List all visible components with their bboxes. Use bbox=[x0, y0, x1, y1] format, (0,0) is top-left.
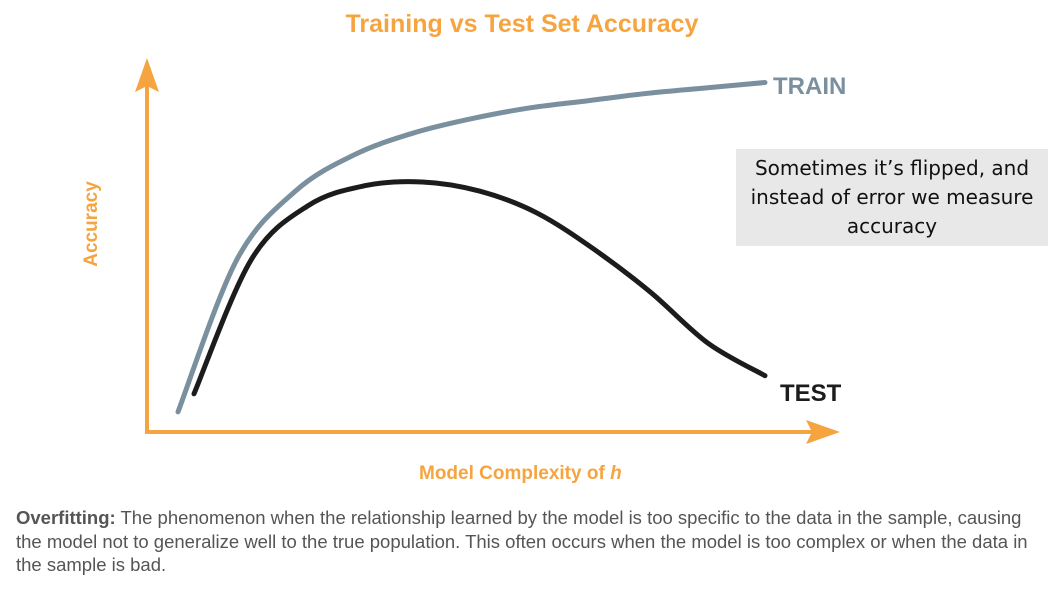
chart-title: Training vs Test Set Accuracy bbox=[345, 10, 699, 38]
x-axis-label: Model Complexity of h bbox=[419, 463, 622, 485]
definition-paragraph: Overfitting: The phenomenon when the rel… bbox=[16, 506, 1036, 577]
x-axis-label-text: Model Complexity of bbox=[419, 463, 605, 484]
series-layer bbox=[175, 80, 768, 415]
axes bbox=[135, 58, 840, 444]
series-line-test bbox=[191, 179, 768, 397]
series-label-train: TRAIN bbox=[773, 73, 847, 100]
series-label-test: TEST bbox=[780, 380, 842, 407]
annotation-box: Sometimes it’s flipped, and instead of e… bbox=[736, 149, 1048, 246]
y-axis-arrow bbox=[135, 58, 159, 92]
y-axis-label: Accuracy bbox=[81, 181, 102, 267]
chart-plot bbox=[135, 58, 840, 444]
annotation-text: Sometimes it’s flipped, and instead of e… bbox=[750, 156, 1034, 238]
x-axis-label-variable: h bbox=[610, 463, 622, 484]
definition-text: The phenomenon when the relationship lea… bbox=[16, 507, 1028, 575]
x-axis-arrow bbox=[806, 420, 840, 444]
definition-term: Overfitting: bbox=[16, 507, 116, 528]
series-line-train bbox=[175, 80, 768, 415]
